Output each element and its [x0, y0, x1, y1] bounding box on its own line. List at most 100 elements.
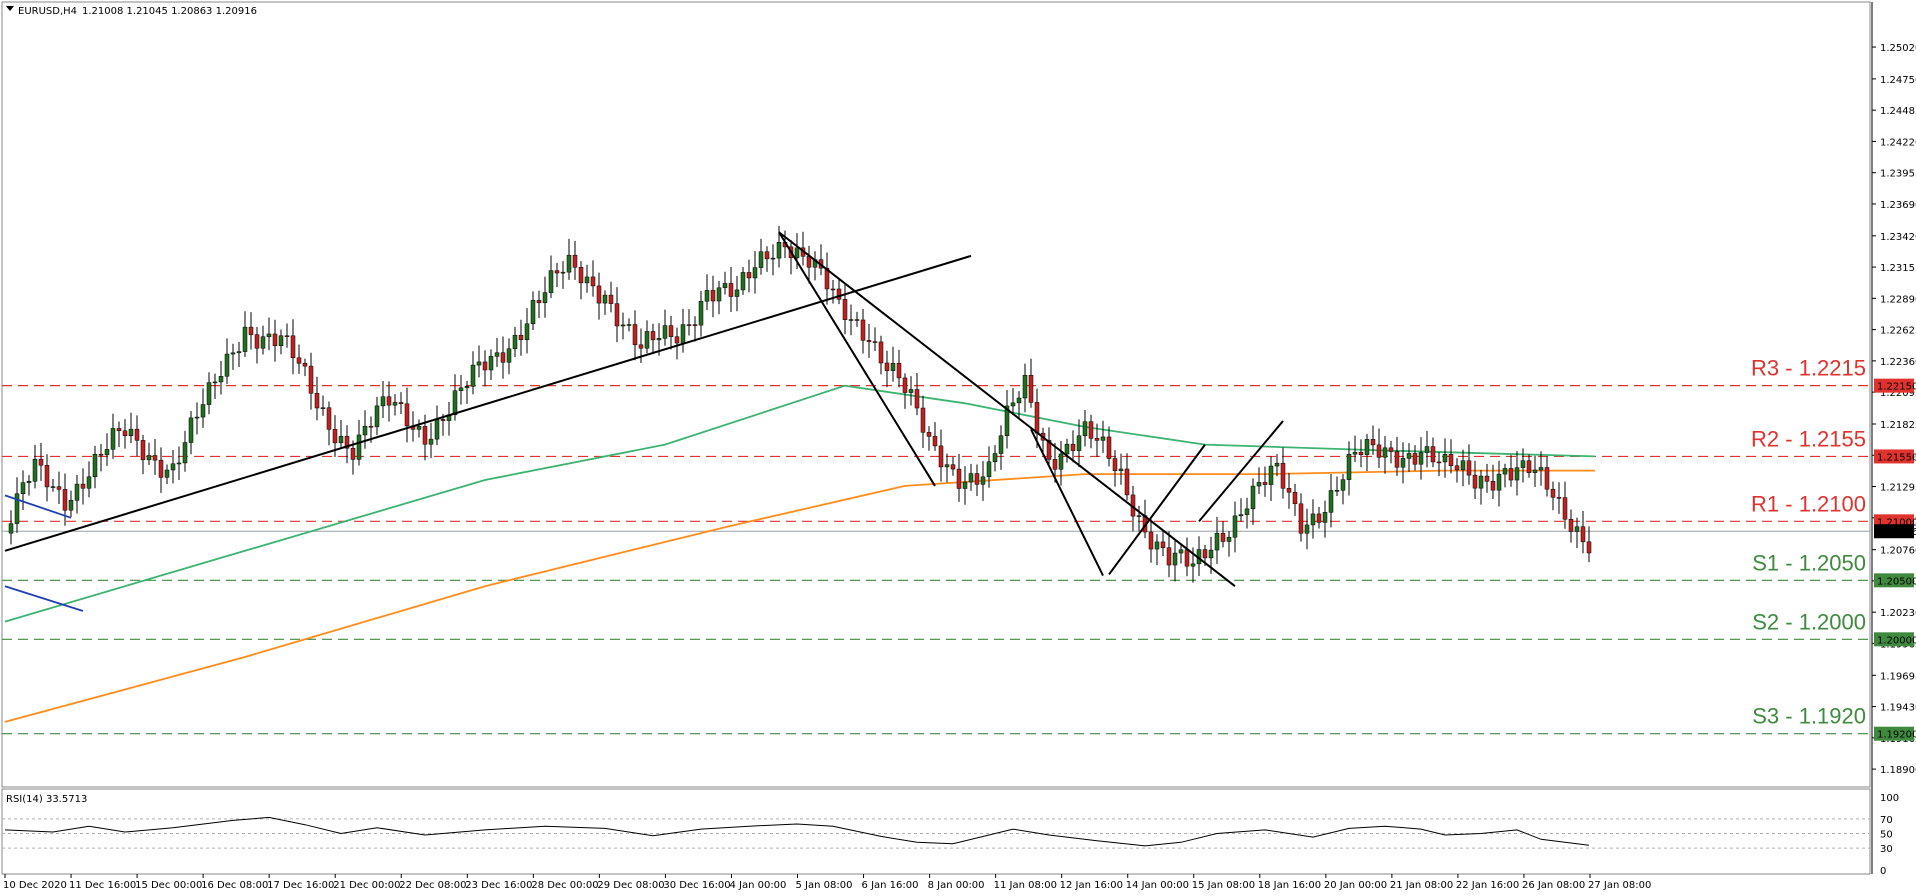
candle	[386, 381, 392, 422]
candle-body	[770, 257, 776, 260]
candle	[1424, 430, 1430, 468]
candle	[92, 445, 98, 489]
candle-body	[1508, 468, 1514, 481]
candle	[848, 304, 854, 336]
time-tick-label-18: 15 Jan 08:00	[1192, 880, 1255, 891]
price-tick-label-2: 1.24485	[1880, 106, 1916, 117]
candle	[1412, 445, 1418, 471]
candle	[944, 453, 950, 483]
candle-body	[1568, 519, 1574, 532]
candle	[626, 318, 632, 332]
level-label-0: R3 - 1.2215	[1751, 356, 1866, 381]
candle	[122, 419, 128, 449]
candle	[896, 349, 902, 388]
time-tick-label-20: 20 Jan 00:00	[1324, 880, 1387, 891]
candle	[1526, 454, 1532, 478]
candle-body	[1412, 453, 1418, 465]
candle-body	[992, 453, 998, 462]
candle-body	[1454, 465, 1460, 471]
time-tick-label-21: 21 Jan 08:00	[1390, 880, 1453, 891]
candle-body	[536, 300, 542, 304]
candle-body	[608, 294, 614, 304]
candle	[752, 251, 758, 294]
candle	[890, 346, 896, 382]
candle-body	[746, 272, 752, 279]
candle-body	[326, 407, 332, 430]
candle-body	[662, 325, 668, 339]
time-tick-label-8: 28 Dec 00:00	[531, 880, 598, 891]
candle	[200, 388, 206, 428]
candle-body	[716, 287, 722, 302]
candle-body	[1262, 482, 1268, 485]
candle-body	[1526, 460, 1532, 473]
rsi-pane-frame	[1, 788, 1871, 875]
candle-body	[566, 254, 572, 273]
time-tick-label-0: 10 Dec 2020	[3, 880, 67, 891]
price-tick-label-18: 1.20230	[1880, 608, 1916, 619]
candle-body	[524, 323, 530, 340]
candle-body	[344, 436, 350, 449]
rsi-tick-label-4: 0	[1880, 866, 1886, 877]
candle	[686, 309, 692, 336]
candle	[566, 238, 572, 280]
time-tick-label-1: 11 Dec 16:00	[69, 880, 136, 891]
candle-body	[896, 362, 902, 379]
candle-body	[1328, 490, 1334, 513]
candle	[770, 244, 776, 276]
candle	[80, 468, 86, 505]
candle-body	[80, 483, 86, 489]
candle-body	[1010, 402, 1016, 407]
candle-body	[1046, 439, 1052, 460]
candle-body	[1106, 436, 1112, 459]
level-label-4: S2 - 1.2000	[1752, 609, 1866, 634]
candle	[1394, 436, 1400, 476]
candle	[116, 421, 122, 448]
candle	[1292, 483, 1298, 516]
candle-body	[182, 442, 188, 464]
candle	[170, 449, 176, 484]
candle	[212, 373, 218, 399]
candle-body	[14, 493, 20, 524]
candle-body	[452, 390, 458, 416]
candle	[1142, 499, 1148, 539]
collapse-arrow-icon[interactable]	[6, 6, 14, 11]
candle	[632, 310, 638, 361]
candle-body	[170, 463, 176, 471]
candle-body	[218, 376, 224, 383]
candle	[824, 252, 830, 305]
candle-body	[674, 336, 680, 344]
candle	[1022, 363, 1028, 413]
candle	[836, 279, 842, 305]
trendline-3	[1030, 428, 1104, 577]
candle	[8, 510, 14, 545]
candle	[1214, 516, 1220, 564]
candle-body	[290, 335, 296, 359]
candle	[290, 319, 296, 375]
level-label-2: R1 - 1.2100	[1751, 491, 1866, 516]
candle-body	[86, 476, 92, 489]
candle-body	[1064, 443, 1070, 455]
candle	[584, 264, 590, 293]
candle	[734, 276, 740, 312]
candle	[242, 311, 248, 357]
candle	[110, 413, 116, 459]
candle-body	[1202, 549, 1208, 559]
candle	[1316, 506, 1322, 529]
candle	[14, 477, 20, 533]
candle-body	[1268, 465, 1274, 485]
candle-body	[866, 340, 872, 342]
candle	[578, 261, 584, 300]
candle	[590, 260, 596, 297]
time-tick-label-23: 26 Jan 08:00	[1522, 880, 1585, 891]
candle	[1118, 453, 1124, 485]
candle-body	[1370, 439, 1376, 446]
candle	[176, 446, 182, 480]
candle-body	[164, 469, 170, 478]
level-tag-1-box	[1874, 449, 1914, 464]
candle	[902, 373, 908, 409]
candle-body	[998, 435, 1004, 454]
candle	[1346, 441, 1352, 496]
candle-body	[1244, 508, 1250, 515]
candle	[1232, 501, 1238, 553]
